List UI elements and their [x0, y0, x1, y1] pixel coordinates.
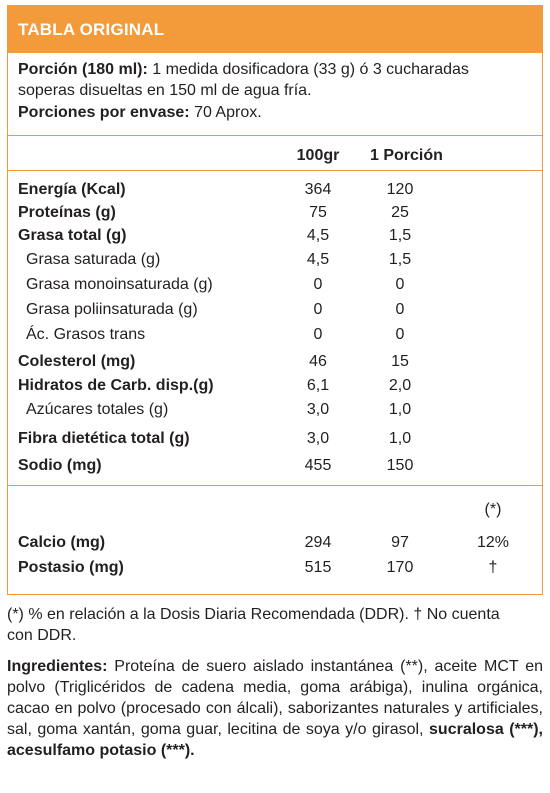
value-ddr: 12% [476, 534, 510, 551]
nutrient-label: Grasa total (g) [18, 227, 127, 244]
ingredients-sweeteners: sucralosa (***), acesulfamo potasio (***… [7, 721, 543, 759]
servings-per-pack-value: 70 Aprox. [189, 104, 262, 121]
nutrient-label: Proteínas (g) [18, 204, 116, 221]
divider [8, 135, 542, 136]
mineral-label: Calcio (mg) [18, 534, 106, 551]
value-100g: 364 [304, 181, 332, 198]
ingredients-label: Ingredientes: [7, 658, 108, 675]
divider [8, 170, 542, 171]
value-100g: 0 [313, 276, 323, 293]
serving-size-label: Porción (180 ml): [18, 61, 148, 78]
nutrient-label: Fibra dietética total (g) [18, 430, 190, 447]
table-title: TABLA ORIGINAL [18, 20, 165, 39]
serving-size-line: Porción (180 ml): 1 medida dosificadora … [18, 61, 469, 79]
value-100g: 0 [313, 326, 323, 343]
divider [8, 485, 542, 486]
value-100g: 455 [304, 457, 332, 474]
value-portion: 170 [386, 559, 414, 576]
value-100g: 0 [313, 301, 323, 318]
value-portion: 1,0 [388, 430, 412, 447]
value-portion: 25 [391, 204, 409, 221]
value-100g: 6,1 [306, 377, 330, 394]
nutrient-label: Grasa monoinsaturada (g) [26, 276, 213, 293]
ingredients: Ingredientes: Proteína de suero aislado … [7, 656, 543, 761]
mineral-label: Postasio (mg) [18, 559, 124, 576]
value-100g: 3,0 [306, 401, 330, 418]
nutrient-label: Azúcares totales (g) [26, 401, 169, 418]
value-portion: 97 [391, 534, 409, 551]
value-100g: 46 [309, 353, 327, 370]
value-portion: 0 [395, 276, 405, 293]
ingredients-text: Proteína de suero aislado instantánea (*… [7, 658, 543, 738]
nutrient-label: Sodio (mg) [18, 457, 102, 474]
nutrient-label: Grasa poliinsaturada (g) [26, 301, 198, 318]
value-portion: 1,5 [388, 251, 412, 268]
footnote-line-2: con DDR. [7, 627, 77, 644]
ddr-column-header: (*) [484, 501, 502, 518]
footnote-line-1: (*) % en relación a la Dosis Diaria Reco… [7, 606, 500, 623]
value-portion: 120 [386, 181, 414, 198]
value-portion: 0 [395, 301, 405, 318]
value-100g: 3,0 [306, 430, 330, 447]
table-header: TABLA ORIGINAL [8, 6, 542, 53]
nutrient-label: Energía (Kcal) [18, 181, 126, 198]
value-ddr: † [488, 559, 498, 576]
nutrient-label: Ác. Grasos trans [26, 326, 146, 343]
serving-size-line-2: soperas disueltas en 150 ml de agua fría… [18, 82, 312, 99]
value-100g: 294 [304, 534, 332, 551]
nutrient-label: Grasa saturada (g) [26, 251, 161, 268]
column-header-portion: 1 Porción [370, 147, 443, 164]
value-100g: 4,5 [306, 227, 330, 244]
value-portion: 150 [386, 457, 414, 474]
value-100g: 4,5 [306, 251, 330, 268]
servings-per-pack-label: Porciones por envase: [18, 104, 190, 121]
value-portion: 1,5 [388, 227, 412, 244]
footnote: (*) % en relación a la Dosis Diaria Reco… [7, 604, 543, 646]
serving-size-text: 1 medida dosificadora (33 g) ó 3 cuchara… [147, 61, 469, 78]
nutrition-table: TABLA ORIGINAL Porción (180 ml): 1 medid… [7, 5, 543, 595]
nutrient-label: Hidratos de Carb. disp.(g) [18, 377, 214, 394]
value-portion: 15 [391, 353, 409, 370]
value-portion: 0 [395, 326, 405, 343]
value-100g: 515 [304, 559, 332, 576]
column-header-100g: 100gr [296, 147, 340, 164]
value-100g: 75 [309, 204, 327, 221]
servings-per-pack-line: Porciones por envase: 70 Aprox. [18, 104, 262, 122]
value-portion: 2,0 [388, 377, 412, 394]
value-portion: 1,0 [388, 401, 412, 418]
nutrient-label: Colesterol (mg) [18, 353, 136, 370]
